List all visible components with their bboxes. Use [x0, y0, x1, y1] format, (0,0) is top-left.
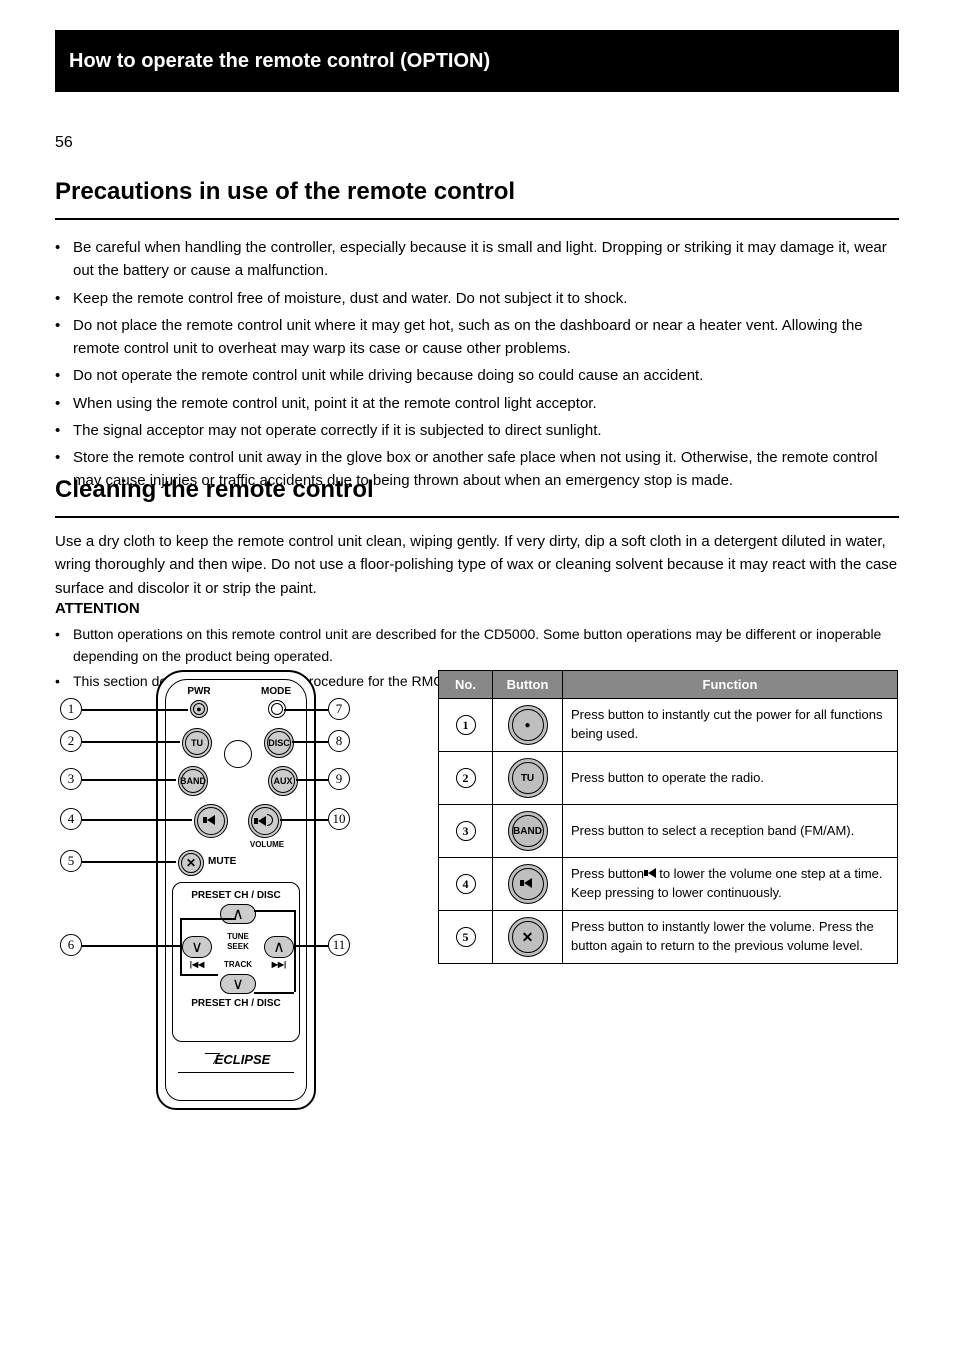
- row5-button-icon: ✕: [508, 917, 548, 957]
- callout-11-line: [294, 945, 328, 947]
- callout-6-line: [82, 945, 180, 947]
- callout-4-line: [82, 819, 192, 821]
- volume-down-button[interactable]: [194, 804, 228, 838]
- s1-p0: Be careful when handling the controller,…: [73, 236, 899, 283]
- table-row: 1 ● Press button to instantly cut the po…: [439, 699, 898, 752]
- callout-8-line: [292, 741, 328, 743]
- row2-text: Press button to operate the radio.: [563, 752, 898, 805]
- row2-button-icon: TU: [508, 758, 548, 798]
- row1-button-icon: ●: [508, 705, 548, 745]
- track-prev-icon: |◀◀: [182, 960, 212, 969]
- callout-6: 6: [60, 934, 82, 956]
- pwr-button[interactable]: ●: [190, 700, 208, 718]
- s1-p1: Keep the remote control free of moisture…: [73, 287, 627, 310]
- callout-9-line: [296, 779, 328, 781]
- track-next-icon: ▶▶|: [264, 960, 294, 969]
- s1-p4: When using the remote control unit, poin…: [73, 392, 597, 415]
- s1-p2: Do not place the remote control unit whe…: [73, 314, 899, 361]
- section1-title: Precautions in use of the remote control: [55, 178, 515, 206]
- section1-rule: [55, 218, 899, 220]
- chapter-header-bar: How to operate the remote control (OPTIO…: [55, 30, 899, 92]
- tu-button[interactable]: TU: [182, 728, 212, 758]
- table-header-row: No. Button Function: [439, 671, 898, 699]
- att-0: Button operations on this remote control…: [73, 624, 899, 667]
- remote-diagram: PWR MODE ● TU DISC BAND AUX VOLUME ✕ MUT…: [60, 670, 380, 1130]
- callout-11: 11: [328, 934, 350, 956]
- callout-6-bracket-top: [180, 918, 236, 920]
- callout-7-line: [284, 709, 328, 711]
- callout-6-bracket-v: [180, 918, 182, 974]
- table-row: 4 Press button to lower the volume one s…: [439, 858, 898, 911]
- attention-label: ATTENTION: [55, 600, 140, 617]
- row5-text: Press button to instantly lower the volu…: [563, 911, 898, 964]
- volume-up-button[interactable]: [248, 804, 282, 838]
- table-row: 5 ✕ Press button to instantly lower the …: [439, 911, 898, 964]
- track-label: TRACK: [216, 960, 260, 969]
- presetch-label-bottom: PRESET CH / DISC: [158, 998, 314, 1009]
- mute-label: MUTE: [208, 856, 244, 867]
- callout-2-line: [82, 741, 180, 743]
- row2-num: 2: [456, 768, 476, 788]
- volume-label: VOLUME: [248, 840, 286, 849]
- tune-label: TUNE: [216, 932, 260, 941]
- th-button: Button: [493, 671, 563, 699]
- aux-button[interactable]: AUX: [268, 766, 298, 796]
- pwr-label: PWR: [184, 686, 214, 697]
- row5-num: 5: [456, 927, 476, 947]
- callout-5-line: [82, 861, 176, 863]
- speaker-down-icon: [648, 868, 656, 878]
- preset-down-button[interactable]: ∨: [220, 974, 256, 994]
- table-row: 3 BAND Press button to select a receptio…: [439, 805, 898, 858]
- row3-button-icon: BAND: [508, 811, 548, 851]
- callout-2: 2: [60, 730, 82, 752]
- table-row: 2 TU Press button to operate the radio.: [439, 752, 898, 805]
- row3-text: Press button to select a reception band …: [563, 805, 898, 858]
- row4-num: 4: [456, 874, 476, 894]
- mute-button[interactable]: ✕: [178, 850, 204, 876]
- tune-down-button[interactable]: ∨: [182, 936, 212, 958]
- seek-label: SEEK: [216, 942, 260, 951]
- section2-body: Use a dry cloth to keep the remote contr…: [55, 530, 899, 600]
- callout-6-bracket-bot: [180, 974, 218, 976]
- tune-up-button[interactable]: ∧: [264, 936, 294, 958]
- callout-4: 4: [60, 808, 82, 830]
- preset-up-button[interactable]: ∧: [220, 904, 256, 924]
- row4-button-icon: [508, 864, 548, 904]
- callout-11-bracket-top: [254, 910, 294, 912]
- remote-body: PWR MODE ● TU DISC BAND AUX VOLUME ✕ MUT…: [156, 670, 316, 1110]
- callout-5: 5: [60, 850, 82, 872]
- row1-num: 1: [456, 715, 476, 735]
- section2-rule: [55, 516, 899, 518]
- brand-underline: [178, 1072, 294, 1073]
- s1-p5: The signal acceptor may not operate corr…: [73, 419, 602, 442]
- callout-8: 8: [328, 730, 350, 752]
- chapter-title: How to operate the remote control (OPTIO…: [69, 50, 490, 73]
- band-button[interactable]: BAND: [178, 766, 208, 796]
- center-hole: [224, 740, 252, 768]
- page-number: 56: [55, 134, 73, 152]
- th-function: Function: [563, 671, 898, 699]
- th-no: No.: [439, 671, 493, 699]
- callout-3-line: [82, 779, 176, 781]
- callout-7: 7: [328, 698, 350, 720]
- presetch-label-top: PRESET CH / DISC: [158, 890, 314, 901]
- callout-1-line: [82, 709, 188, 711]
- mode-label: MODE: [258, 686, 294, 697]
- function-table: No. Button Function 1 ● Press button to …: [438, 670, 898, 964]
- callout-1: 1: [60, 698, 82, 720]
- callout-10-line: [280, 819, 328, 821]
- callout-11-bracket-bot: [254, 992, 294, 994]
- callout-10: 10: [328, 808, 350, 830]
- section2-title: Cleaning the remote control: [55, 476, 374, 504]
- callout-9: 9: [328, 768, 350, 790]
- row4-text: Press button to lower the volume one ste…: [563, 858, 898, 911]
- disc-button[interactable]: DISC: [264, 728, 294, 758]
- callout-11-bracket-v: [294, 910, 296, 992]
- brand-logo: ECLIPSE: [158, 1052, 314, 1067]
- callout-3: 3: [60, 768, 82, 790]
- row1-text: Press button to instantly cut the power …: [563, 699, 898, 752]
- s1-p3: Do not operate the remote control unit w…: [73, 364, 703, 387]
- row3-num: 3: [456, 821, 476, 841]
- section1-body: •Be careful when handling the controller…: [55, 232, 899, 493]
